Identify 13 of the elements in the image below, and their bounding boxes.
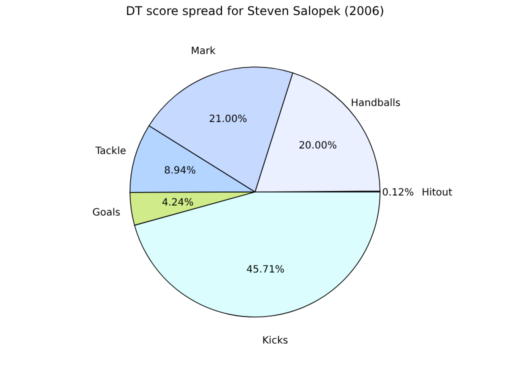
data-label: 8.94% <box>164 166 196 177</box>
slice-label: Mark <box>190 46 216 58</box>
chart-title: DT score spread for Steven Salopek (2006) <box>126 4 384 18</box>
data-label: 20.00% <box>298 140 337 152</box>
slice-label: Hitout <box>422 188 452 199</box>
slice-label: Kicks <box>262 336 288 347</box>
data-label: 0.12% <box>382 188 414 199</box>
data-label: 45.71% <box>246 264 285 276</box>
data-label: 4.24% <box>162 198 194 209</box>
slice-label: Handballs <box>350 98 400 109</box>
slice-label: Goals <box>92 207 120 218</box>
slice-label: Tackle <box>94 146 126 157</box>
data-label: 21.00% <box>208 114 248 125</box>
